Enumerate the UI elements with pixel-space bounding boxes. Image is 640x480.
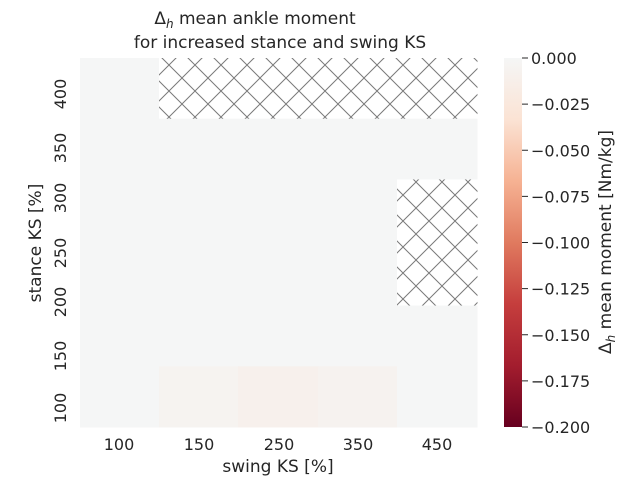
heatmap-cell-missing [397, 179, 478, 213]
colorbar: 0.000 −0.025 −0.050 −0.075 −0.100 −0.125 −0.15… [504, 49, 590, 437]
y-tick-label: 200 [51, 287, 70, 318]
colorbar-tick-label: −0.075 [531, 187, 590, 206]
x-tick-label: 150 [184, 435, 215, 454]
chart-title-line1: Δh mean ankle moment [154, 9, 356, 31]
colorbar-tick-label: −0.025 [531, 95, 590, 114]
y-tick-label: 100 [51, 393, 70, 424]
colorbar-tick-label: −0.125 [531, 280, 590, 299]
chart-title-line2: for increased stance and swing KS [134, 33, 426, 53]
heatmap-cell [397, 366, 478, 428]
y-tick-label: 350 [51, 133, 70, 164]
heatmap-cell-missing [397, 212, 478, 274]
heatmap-cell [238, 272, 319, 307]
x-tick-label: 450 [422, 435, 453, 454]
heatmap-cell [397, 305, 478, 367]
heatmap-cell [80, 58, 160, 120]
heatmap-cell [238, 179, 319, 213]
y-tick-labels: 400 350 300 250 200 150 100 [51, 79, 70, 424]
heatmap-cell [80, 212, 160, 274]
heatmap-cell [238, 212, 319, 274]
heatmap-cell [80, 272, 160, 307]
colorbar-tick-label: −0.150 [531, 326, 590, 345]
y-tick-label: 400 [51, 79, 70, 110]
heatmap-cell [318, 305, 398, 367]
heatmap-cell [80, 305, 160, 367]
heatmap-cell-missing [397, 272, 478, 307]
y-tick-label: 250 [51, 238, 70, 269]
heatmap-cell-missing [159, 58, 239, 120]
x-axis-label: swing KS [%] [222, 457, 333, 477]
heatmap-cell-missing [318, 58, 398, 120]
colorbar-tick-label: −0.050 [531, 141, 590, 160]
heatmap-cell [159, 366, 239, 428]
heatmap-cell [80, 179, 160, 213]
colorbar-tick-label: −0.100 [531, 234, 590, 253]
heatmap-cell [159, 305, 239, 367]
heatmap-cell [80, 366, 160, 428]
heatmap-cell-missing [397, 58, 478, 120]
x-tick-label: 100 [104, 435, 135, 454]
y-axis-label: stance KS [%] [26, 184, 46, 303]
colorbar-tick-label: 0.000 [531, 49, 577, 68]
heatmap-cell-missing [238, 58, 319, 120]
heatmap-cell [159, 179, 239, 213]
heatmap-cell [238, 118, 319, 180]
colorbar-gradient [504, 58, 522, 427]
heatmap-cell [80, 118, 160, 180]
heatmap-cell [318, 212, 398, 274]
heatmap-cell [159, 118, 239, 180]
y-tick-label: 300 [51, 183, 70, 214]
heatmap-cell [318, 179, 398, 213]
heatmap-cell [238, 366, 319, 428]
colorbar-label: Δh mean moment [Nm/kg] [596, 130, 618, 354]
colorbar-tick-label: −0.175 [531, 372, 590, 391]
heatmap-cells [80, 58, 478, 428]
heatmap-cell [318, 118, 398, 180]
heatmap-cell [318, 272, 398, 307]
heatmap-cell [238, 305, 319, 367]
heatmap-cell [159, 272, 239, 307]
heatmap-cell [318, 366, 398, 428]
colorbar-ticks: 0.000 −0.025 −0.050 −0.075 −0.100 −0.125 −0.15… [522, 49, 590, 437]
colorbar-tick-label: −0.200 [531, 418, 590, 437]
heatmap-cell [397, 118, 478, 180]
x-tick-label: 250 [264, 435, 295, 454]
heatmap-cell [159, 212, 239, 274]
y-tick-label: 150 [51, 341, 70, 372]
x-tick-labels: 100 150 250 350 450 [104, 435, 453, 454]
x-tick-label: 350 [343, 435, 374, 454]
